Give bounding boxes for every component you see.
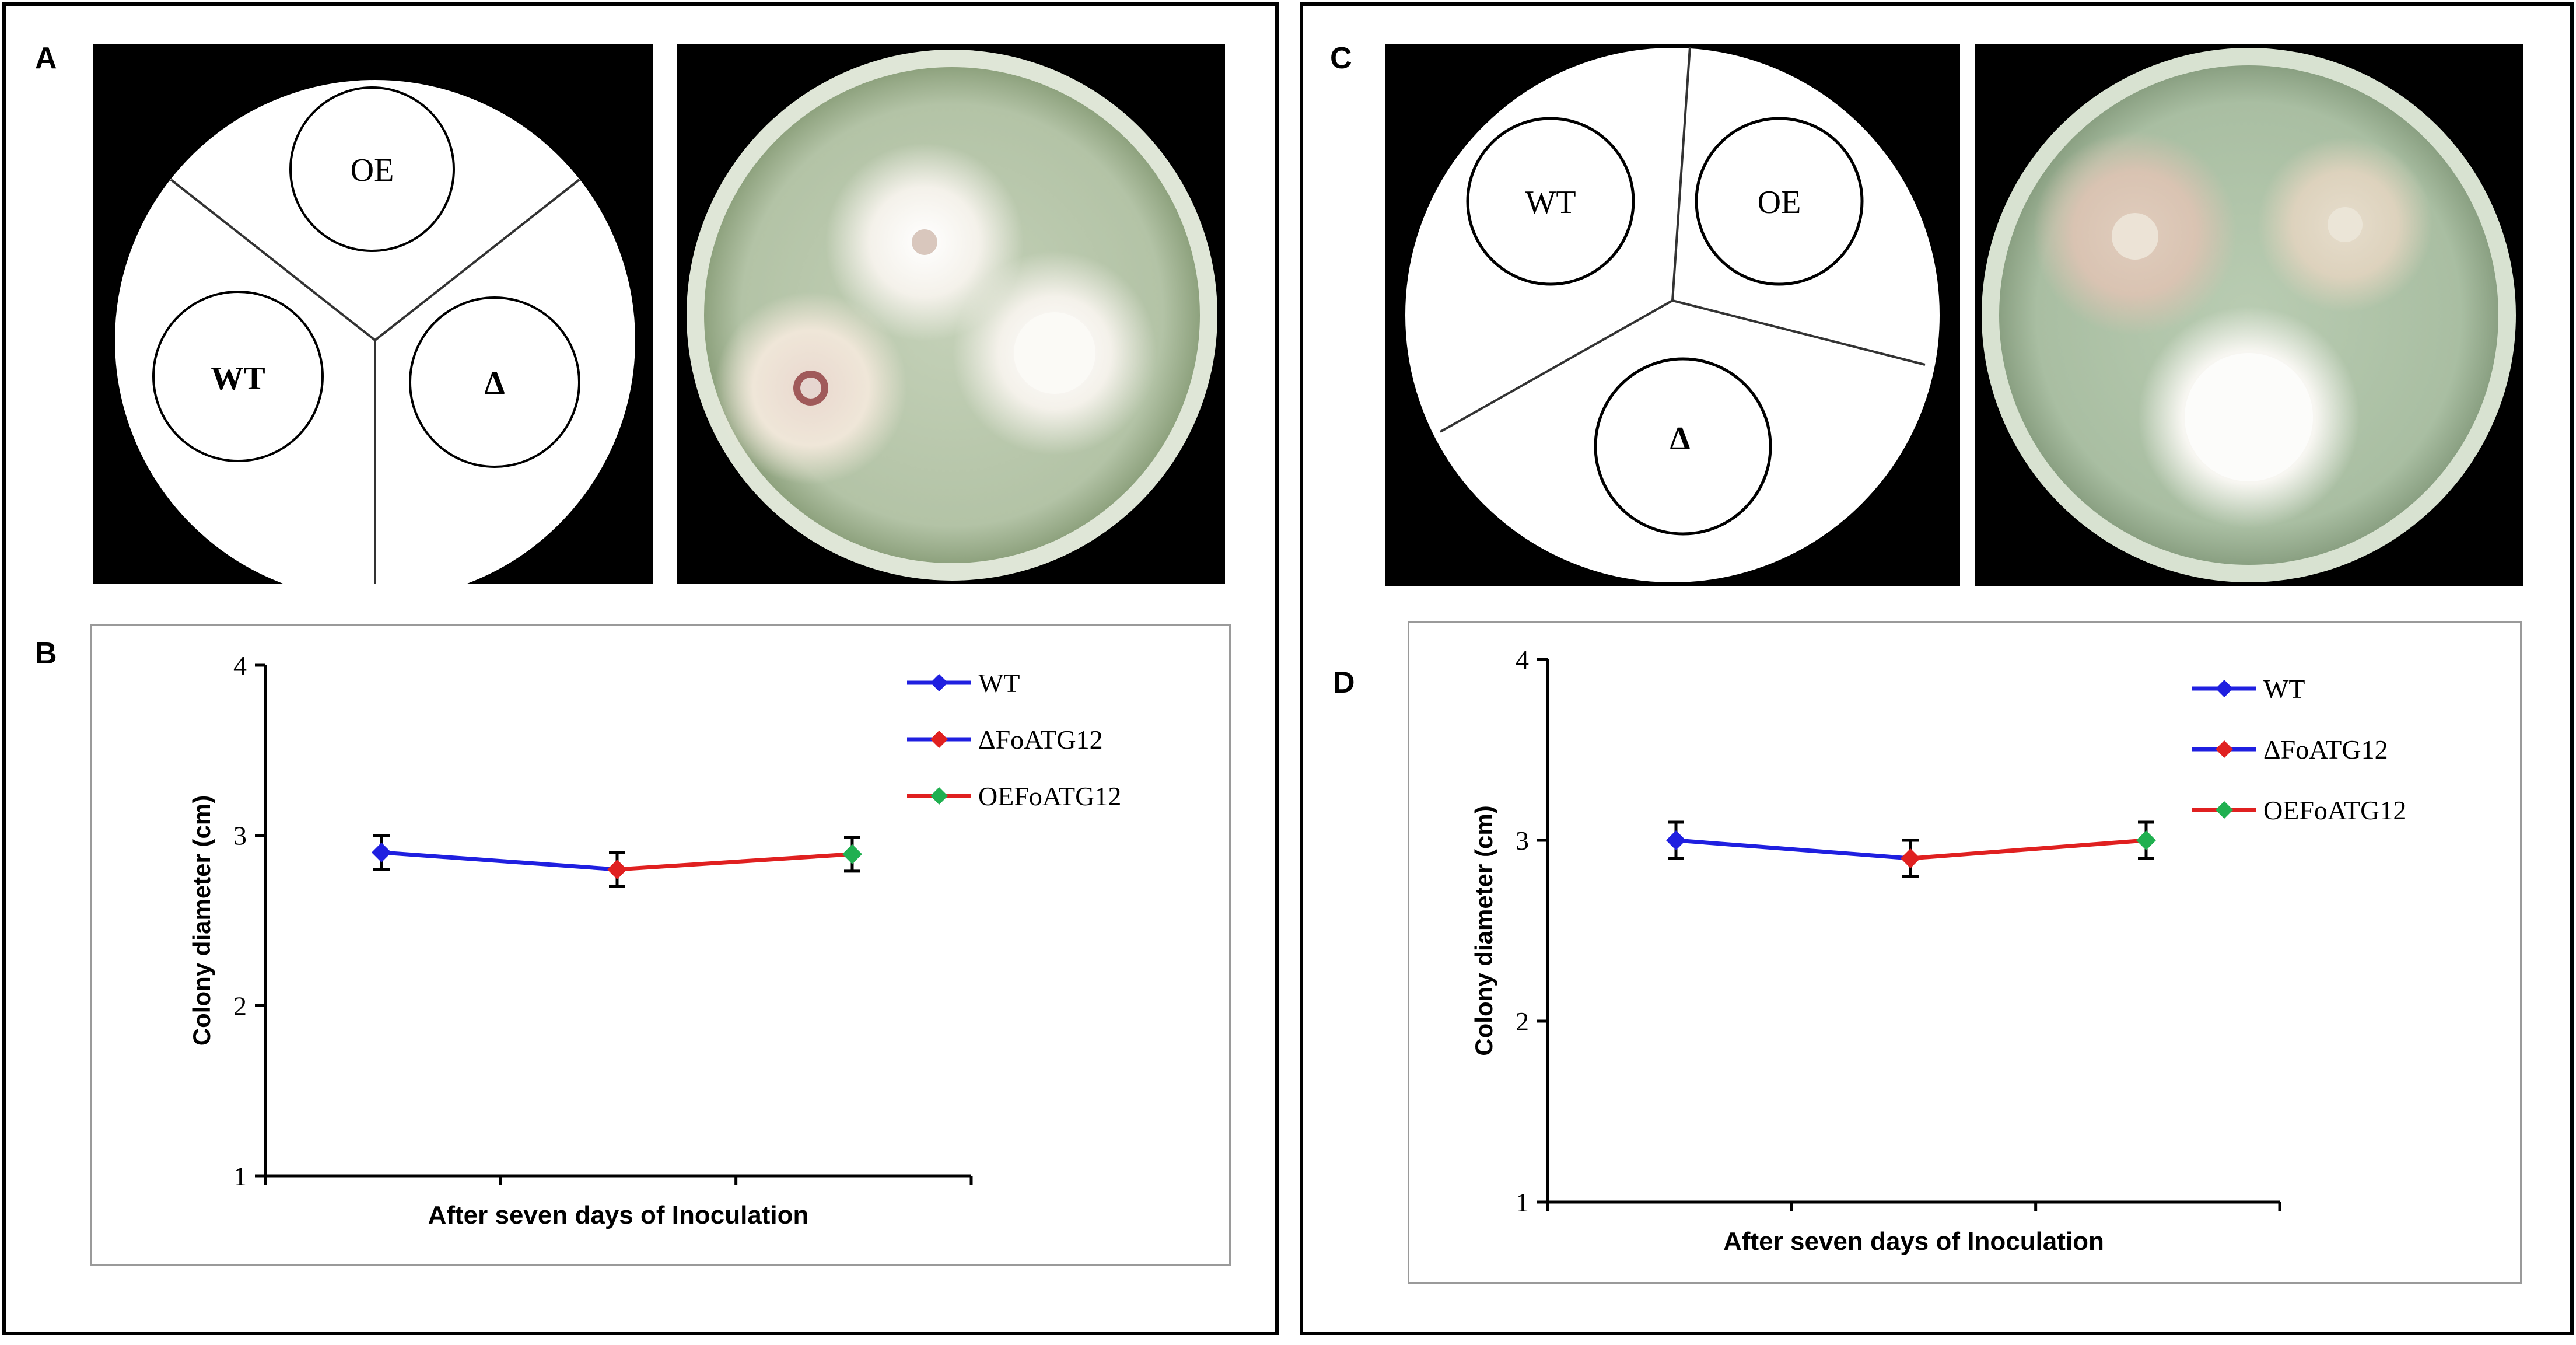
diagram-plate-outline <box>1403 46 1942 585</box>
diagram-label-wt: WT <box>1525 184 1576 221</box>
legend-label-oe: OEFoATG12 <box>978 781 1121 811</box>
diagram-well-delta <box>409 296 580 468</box>
diagram-label-oe: OE <box>351 152 394 188</box>
chart-frame-b <box>90 624 1231 1266</box>
diagram-divider <box>374 179 580 341</box>
plate-diagram-a: OE WT Δ <box>93 44 653 603</box>
legend-label-delta: ΔFoATG12 <box>2263 735 2388 764</box>
y-axis-title: Colony diameter (cm) <box>1470 805 1497 1056</box>
diagram-well-oe <box>1695 117 1864 286</box>
series-line-wt <box>1675 838 1911 861</box>
y-tick-label: 2 <box>233 991 247 1021</box>
y-tick-label: 2 <box>1516 1007 1529 1036</box>
x-axis-title: After seven days of Inoculation <box>1723 1227 2104 1256</box>
chart-frame-d <box>1408 621 2522 1284</box>
legend-label-oe: OEFoATG12 <box>2263 795 2406 825</box>
y-axis-title: Colony diameter (cm) <box>188 795 215 1046</box>
diagram-label-delta: Δ <box>484 365 505 401</box>
legend-marker <box>2216 801 2233 819</box>
panel-letter-a: A <box>35 41 57 75</box>
data-point-delta <box>1901 848 1920 868</box>
diagram-divider <box>1440 299 1673 433</box>
legend-label-delta: ΔFoATG12 <box>978 725 1103 754</box>
plate-photo-a <box>677 44 1225 584</box>
diagram-label-oe: OE <box>1758 184 1801 221</box>
diagram-well-wt <box>1466 117 1635 286</box>
y-tick-label: 1 <box>233 1161 247 1191</box>
data-point-wt <box>372 842 391 862</box>
plate-diagram-c: WT OE Δ <box>1385 44 1960 586</box>
plate-photo-c <box>1975 44 2523 586</box>
legend-marker <box>930 731 948 748</box>
diagram-label-wt: WT <box>211 361 265 397</box>
diagram-divider <box>1671 46 1691 301</box>
legend-marker <box>2216 740 2233 758</box>
diagram-divider <box>170 179 376 341</box>
diagram-well-oe <box>289 86 455 252</box>
legend-marker <box>930 674 948 691</box>
data-point-oe <box>2136 830 2156 850</box>
diagram-divider <box>1672 299 1926 366</box>
data-point-wt <box>1666 830 1686 850</box>
y-tick-label: 1 <box>1516 1187 1529 1217</box>
y-tick-label: 3 <box>1516 826 1529 855</box>
legend-label-wt: WT <box>2263 674 2305 704</box>
panel-letter-c: C <box>1330 41 1352 75</box>
y-tick-label: 4 <box>233 651 247 680</box>
series-line-wt <box>381 850 618 872</box>
diagram-well-delta <box>1594 357 1772 536</box>
legend-marker <box>930 787 948 805</box>
legend-label-wt: WT <box>978 668 1020 698</box>
series-line-oe <box>1910 838 2147 861</box>
panel-letter-b: B <box>35 637 57 670</box>
legend-marker <box>2216 680 2233 697</box>
x-axis-title: After seven days of Inoculation <box>428 1201 809 1229</box>
line-chart-d: 1 2 3 4 Colony diameter (cm) After seven days… <box>1470 645 2406 1256</box>
diagram-label-delta: Δ <box>1670 421 1690 457</box>
line-chart-b: 1 2 3 4 Colony diameter (cm) After seven days… <box>188 651 1121 1229</box>
y-tick-label: 4 <box>1516 645 1529 675</box>
panel-letter-d: D <box>1333 666 1355 700</box>
data-point-delta <box>607 860 627 879</box>
data-point-oe <box>842 844 862 864</box>
diagram-well-wt <box>152 291 324 462</box>
series-line-oe <box>617 852 853 872</box>
y-tick-label: 3 <box>233 821 247 851</box>
